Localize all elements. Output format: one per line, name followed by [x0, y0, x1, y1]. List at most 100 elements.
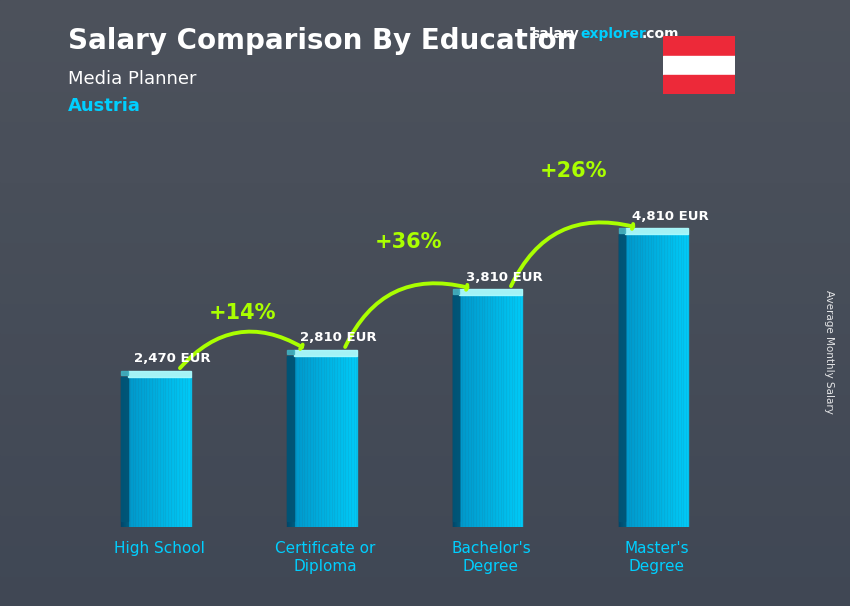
Bar [626, 235, 628, 527]
Bar [0, 0, 850, 30]
Bar [140, 377, 142, 527]
Bar [287, 350, 293, 355]
Bar [626, 228, 689, 235]
Bar [302, 356, 303, 527]
Bar [486, 295, 488, 527]
Bar [121, 371, 128, 375]
Bar [679, 235, 680, 527]
Bar [0, 515, 850, 545]
Bar [641, 235, 643, 527]
Bar [131, 377, 133, 527]
Bar [0, 576, 850, 606]
Bar [481, 295, 483, 527]
Bar [346, 356, 347, 527]
Text: 3,810 EUR: 3,810 EUR [466, 271, 542, 284]
Text: Austria: Austria [68, 97, 141, 115]
Bar [648, 235, 649, 527]
Bar [166, 377, 167, 527]
Bar [505, 295, 507, 527]
Bar [453, 295, 459, 521]
Bar [335, 356, 336, 527]
Bar [0, 61, 850, 91]
Bar [512, 295, 513, 527]
Bar [155, 377, 156, 527]
Bar [308, 356, 309, 527]
Bar [501, 295, 502, 527]
Bar [320, 356, 322, 527]
Bar [136, 377, 137, 527]
Bar [663, 75, 735, 94]
Text: 2,810 EUR: 2,810 EUR [300, 331, 377, 344]
Bar [337, 356, 339, 527]
Bar [330, 356, 332, 527]
Bar [167, 377, 168, 527]
Bar [635, 235, 637, 527]
Bar [507, 295, 508, 527]
Bar [646, 235, 648, 527]
Bar [502, 295, 503, 527]
Bar [183, 377, 184, 527]
Bar [326, 356, 328, 527]
Bar [0, 394, 850, 424]
Bar [663, 235, 665, 527]
Bar [164, 377, 166, 527]
Bar [494, 295, 496, 527]
Bar [521, 295, 523, 527]
Bar [459, 289, 523, 295]
Bar [472, 295, 473, 527]
Bar [153, 377, 155, 527]
Bar [332, 356, 333, 527]
Bar [142, 377, 144, 527]
Bar [303, 356, 304, 527]
Bar [0, 91, 850, 121]
Bar [151, 377, 153, 527]
Bar [319, 356, 320, 527]
Bar [162, 377, 164, 527]
Bar [0, 454, 850, 485]
Bar [145, 377, 146, 527]
Bar [497, 295, 499, 527]
Bar [663, 56, 735, 75]
Bar [181, 377, 183, 527]
Bar [496, 295, 497, 527]
Bar [339, 356, 341, 527]
Bar [0, 212, 850, 242]
Bar [499, 295, 501, 527]
Bar [134, 377, 136, 527]
Text: Salary Comparison By Education: Salary Comparison By Education [68, 27, 576, 55]
Bar [313, 356, 314, 527]
Bar [685, 235, 687, 527]
Bar [0, 545, 850, 576]
Bar [672, 235, 674, 527]
Bar [632, 235, 633, 527]
Text: +26%: +26% [540, 161, 608, 181]
Bar [470, 295, 472, 527]
Bar [311, 356, 313, 527]
Bar [508, 295, 510, 527]
Bar [649, 235, 650, 527]
Bar [188, 377, 190, 527]
Bar [461, 295, 462, 527]
Bar [665, 235, 666, 527]
Bar [343, 356, 344, 527]
Bar [473, 295, 475, 527]
Bar [676, 235, 677, 527]
Bar [184, 377, 186, 527]
Bar [682, 235, 683, 527]
Bar [475, 295, 477, 527]
Bar [300, 356, 302, 527]
Bar [347, 356, 348, 527]
Bar [663, 36, 735, 56]
Bar [683, 235, 685, 527]
Bar [655, 235, 657, 527]
Bar [355, 356, 357, 527]
Bar [659, 235, 660, 527]
Bar [0, 333, 850, 364]
Bar [638, 235, 639, 527]
Bar [0, 303, 850, 333]
Bar [324, 356, 325, 527]
Bar [173, 377, 175, 527]
Bar [469, 295, 470, 527]
Bar [650, 235, 652, 527]
Bar [293, 356, 295, 527]
